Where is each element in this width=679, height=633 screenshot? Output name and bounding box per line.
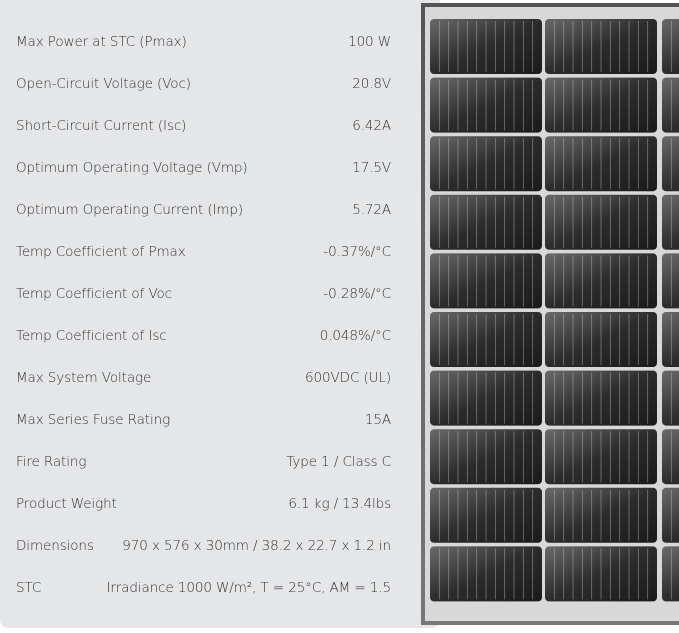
spec-label: Open-Circuit Voltage (Voc) xyxy=(16,76,191,92)
spec-value: 6.1 kg / 13.4lbs xyxy=(288,496,391,512)
solar-cell xyxy=(662,429,679,485)
solar-cell xyxy=(662,546,679,602)
spec-label: STC xyxy=(16,580,42,596)
spec-label: Max Power at STC (Pmax) xyxy=(16,34,187,50)
solar-panel-image xyxy=(421,3,679,625)
solar-cell xyxy=(662,19,679,74)
solar-cell xyxy=(662,77,679,133)
spec-value: Irradiance 1000 W/m², T = 25°C, AM = 1.5 xyxy=(106,580,391,596)
spec-row: STC Irradiance 1000 W/m², T = 25°C, AM = … xyxy=(16,578,391,598)
solar-cell xyxy=(662,253,679,309)
spec-row: Max System Voltage 600VDC (UL) xyxy=(16,368,391,388)
solar-cell xyxy=(545,312,657,367)
spec-value: 5.72A xyxy=(352,202,391,218)
spec-row: Optimum Operating Current (Imp) 5.72A xyxy=(16,200,391,220)
solar-cell xyxy=(430,487,542,543)
solar-cell xyxy=(430,370,542,426)
spec-row: Temp Coefficient of Isc 0.048%/°C xyxy=(16,326,391,346)
spec-label: Short-Circuit Current (Isc) xyxy=(16,118,187,134)
solar-cell xyxy=(662,370,679,426)
spec-label: Temp Coefficient of Voc xyxy=(16,286,173,302)
spec-label: Optimum Operating Voltage (Vmp) xyxy=(16,160,248,176)
solar-cell xyxy=(545,429,657,485)
solar-cell xyxy=(662,312,679,367)
spec-row: Max Power at STC (Pmax) 100 W xyxy=(16,32,391,52)
spec-value: -0.28%/°C xyxy=(323,286,391,302)
spec-value: 6.42A xyxy=(352,118,391,134)
spec-label: Dimensions xyxy=(16,538,94,554)
solar-cell xyxy=(545,546,657,602)
solar-cell xyxy=(545,77,657,133)
spec-row: Dimensions 970 x 576 x 30mm / 38.2 x 22.7… xyxy=(16,536,391,556)
spec-card: Max Power at STC (Pmax) 100 W Open-Circuit… xyxy=(0,0,440,628)
spec-value: 17.5V xyxy=(352,160,391,176)
spec-row: Max Series Fuse Rating 15A xyxy=(16,410,391,430)
spec-row: Optimum Operating Voltage (Vmp) 17.5V xyxy=(16,158,391,178)
solar-cell xyxy=(430,253,542,309)
solar-cell xyxy=(545,194,657,250)
solar-cell xyxy=(430,312,542,367)
spec-row: Short-Circuit Current (Isc) 6.42A xyxy=(16,116,391,136)
spec-value: 100 W xyxy=(348,34,391,50)
spec-row: Temp Coefficient of Pmax -0.37%/°C xyxy=(16,242,391,262)
solar-cell xyxy=(545,19,657,74)
spec-label: Temp Coefficient of Pmax xyxy=(16,244,186,260)
spec-value: 600VDC (UL) xyxy=(305,370,391,386)
spec-value: 970 x 576 x 30mm / 38.2 x 22.7 x 1.2 in xyxy=(122,538,391,554)
spec-label: Temp Coefficient of Isc xyxy=(16,328,167,344)
spec-row: Open-Circuit Voltage (Voc) 20.8V xyxy=(16,74,391,94)
solar-cell xyxy=(545,253,657,309)
solar-cell xyxy=(545,370,657,426)
spec-value: 20.8V xyxy=(352,76,391,92)
spec-row: Fire Rating Type 1 / Class C xyxy=(16,452,391,472)
spec-row: Product Weight 6.1 kg / 13.4lbs xyxy=(16,494,391,514)
solar-cell xyxy=(430,19,542,74)
solar-cell xyxy=(430,546,542,602)
solar-cell xyxy=(662,487,679,543)
spec-label: Optimum Operating Current (Imp) xyxy=(16,202,244,218)
spec-label: Max System Voltage xyxy=(16,370,152,386)
solar-cell xyxy=(430,136,542,192)
spec-label: Product Weight xyxy=(16,496,117,512)
solar-cell xyxy=(430,77,542,133)
spec-row: Temp Coefficient of Voc -0.28%/°C xyxy=(16,284,391,304)
solar-cell xyxy=(545,136,657,192)
spec-value: 15A xyxy=(364,412,391,428)
solar-cell xyxy=(430,429,542,485)
solar-cell xyxy=(545,487,657,543)
solar-cell xyxy=(430,194,542,250)
spec-label: Fire Rating xyxy=(16,454,87,470)
solar-cell xyxy=(662,136,679,192)
spec-value: Type 1 / Class C xyxy=(286,454,391,470)
spec-value: -0.37%/°C xyxy=(323,244,391,260)
spec-value: 0.048%/°C xyxy=(319,328,391,344)
solar-cell xyxy=(662,194,679,250)
spec-label: Max Series Fuse Rating xyxy=(16,412,171,428)
